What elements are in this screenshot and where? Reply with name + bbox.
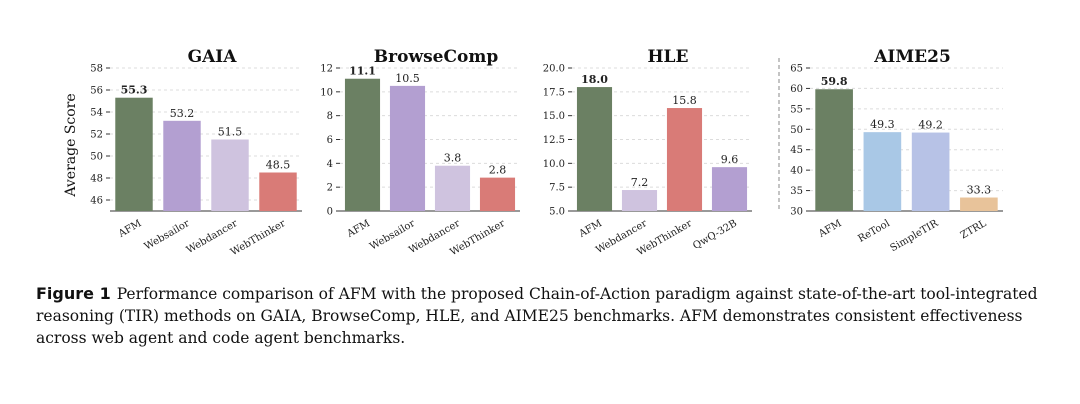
chart-title: BrowseComp	[374, 47, 499, 67]
y-tick-label: 50	[90, 152, 103, 163]
bar-retool	[863, 132, 902, 211]
data-label: 53.2	[170, 107, 195, 120]
data-label: 55.3	[121, 84, 148, 97]
data-label: 18.0	[581, 73, 608, 86]
chart-title: AIME25	[873, 47, 951, 67]
data-label: 9.6	[721, 153, 739, 166]
y-tick-label: 60	[790, 84, 803, 95]
y-tick-label: 10	[320, 87, 333, 98]
chart-title: GAIA	[188, 47, 238, 67]
y-tick-label: 35	[790, 186, 803, 197]
y-tick-label: 45	[790, 145, 803, 156]
data-label: 7.2	[631, 176, 649, 189]
y-tick-label: 50	[790, 125, 803, 136]
category-label: AFM	[816, 218, 844, 240]
caption-text: Performance comparison of AFM with the p…	[36, 285, 1038, 347]
bar-webdancer	[211, 139, 249, 211]
data-label: 51.5	[218, 126, 243, 139]
y-tick-label: 20.0	[543, 64, 565, 75]
category-label: ZTRL	[959, 218, 989, 242]
bar-webthinker	[666, 108, 703, 211]
y-tick-label: 10.0	[543, 159, 565, 170]
chart-0: GAIA4648505254565855.3AFM53.2Websailor51…	[90, 47, 302, 258]
y-tick-label: 15.0	[543, 111, 565, 122]
category-label: ReTool	[856, 218, 891, 245]
bar-webdancer	[434, 165, 471, 211]
bar-afm	[115, 97, 153, 211]
bar-qwq-32b	[711, 167, 748, 211]
y-tick-label: 4	[327, 159, 333, 170]
y-tick-label: 7.5	[549, 183, 565, 194]
y-tick-label: 30	[790, 207, 803, 218]
caption-label: Figure 1	[36, 284, 111, 303]
category-label: QwQ-32B	[691, 218, 739, 252]
chart-3: AIME25 30 35 40 45 50 55 60 65 59.8 AFM 49.3 ReTool 4…	[790, 47, 1003, 254]
bar-ztrl	[960, 197, 998, 211]
data-label: 11.1	[349, 65, 376, 78]
y-tick-label: 6	[327, 135, 333, 146]
bar-afm	[576, 87, 613, 211]
bar-simpletir	[911, 132, 950, 211]
y-tick-label: 40	[790, 166, 803, 177]
y-tick-label: 56	[90, 86, 103, 97]
category-label: AFM	[344, 218, 372, 240]
bar-webthinker	[479, 177, 516, 211]
y-tick-label: 46	[90, 196, 103, 207]
y-tick-label: 55	[790, 104, 803, 115]
bar-afm	[344, 78, 381, 211]
y-tick-label: 58	[90, 64, 103, 75]
category-label: AFM	[116, 218, 144, 240]
data-label: 59.8	[821, 75, 848, 88]
data-label: 15.8	[672, 94, 697, 107]
bar-websailor	[163, 120, 201, 211]
chart-2: HLE5.07.510.012.515.017.520.018.0AFM7.2W…	[543, 47, 752, 258]
data-label: 49.2	[918, 119, 943, 132]
bar-webdancer	[621, 190, 658, 211]
y-tick-label: 52	[90, 130, 103, 141]
data-label: 10.5	[395, 72, 420, 85]
charts-group: GAIA4648505254565855.3AFM53.2Websailor51…	[90, 47, 1003, 258]
y-tick-label: 12	[320, 64, 333, 75]
y-tick-label: 0	[327, 207, 333, 218]
y-tick-label: 8	[327, 111, 333, 122]
bar-websailor	[389, 85, 426, 211]
y-tick-label: 54	[90, 108, 103, 119]
y-tick-label: 12.5	[543, 135, 565, 146]
y-tick-label: 48	[90, 174, 103, 185]
bar-afm	[815, 89, 853, 211]
chart-title: HLE	[648, 47, 689, 67]
y-tick-label: 17.5	[543, 87, 565, 98]
figure-caption: Figure 1 Performance comparison of AFM wi…	[36, 283, 1046, 349]
y-tick-label: 5.0	[549, 207, 565, 218]
category-label: SimpleTIR	[889, 218, 941, 254]
y-tick-label: 2	[327, 183, 333, 194]
data-label: 2.8	[489, 164, 507, 177]
category-label: WebThinker	[229, 218, 288, 258]
data-label: 3.8	[444, 152, 462, 165]
data-label: 33.3	[967, 184, 992, 197]
y-tick-label: 65	[790, 64, 803, 75]
bar-webthinker	[259, 172, 297, 211]
y-axis-label: Average Score	[63, 93, 79, 197]
category-label: AFM	[576, 218, 604, 240]
data-label: 49.3	[870, 118, 895, 131]
data-label: 48.5	[266, 159, 291, 172]
